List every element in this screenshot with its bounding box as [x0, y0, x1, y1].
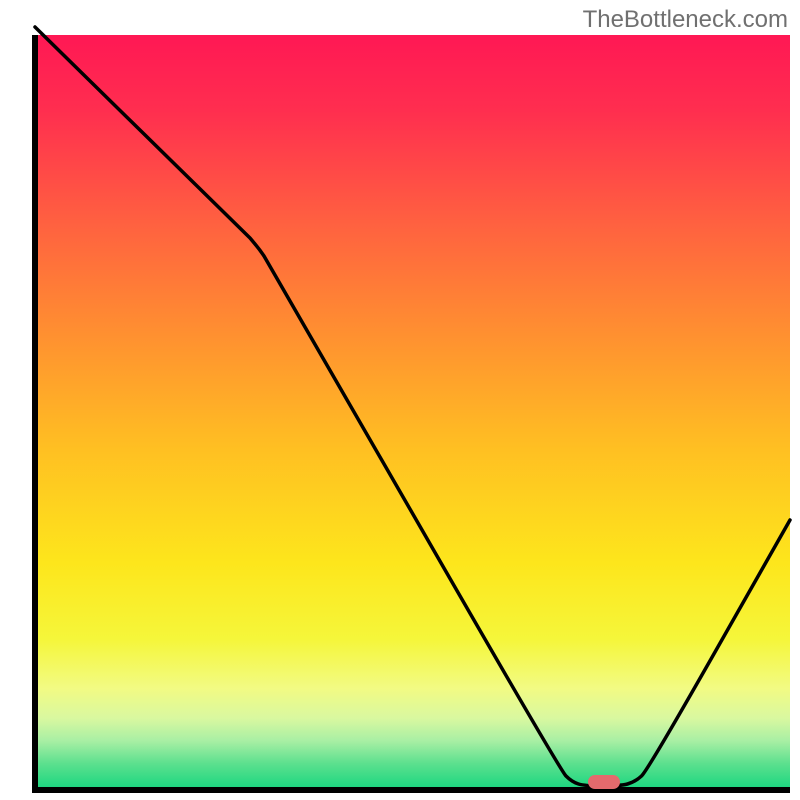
- chart-container: TheBottleneck.com: [0, 0, 800, 800]
- watermark-text: TheBottleneck.com: [583, 6, 788, 34]
- optimal-marker: [588, 775, 620, 789]
- chart-svg: [0, 0, 800, 800]
- gradient-background: [35, 35, 790, 790]
